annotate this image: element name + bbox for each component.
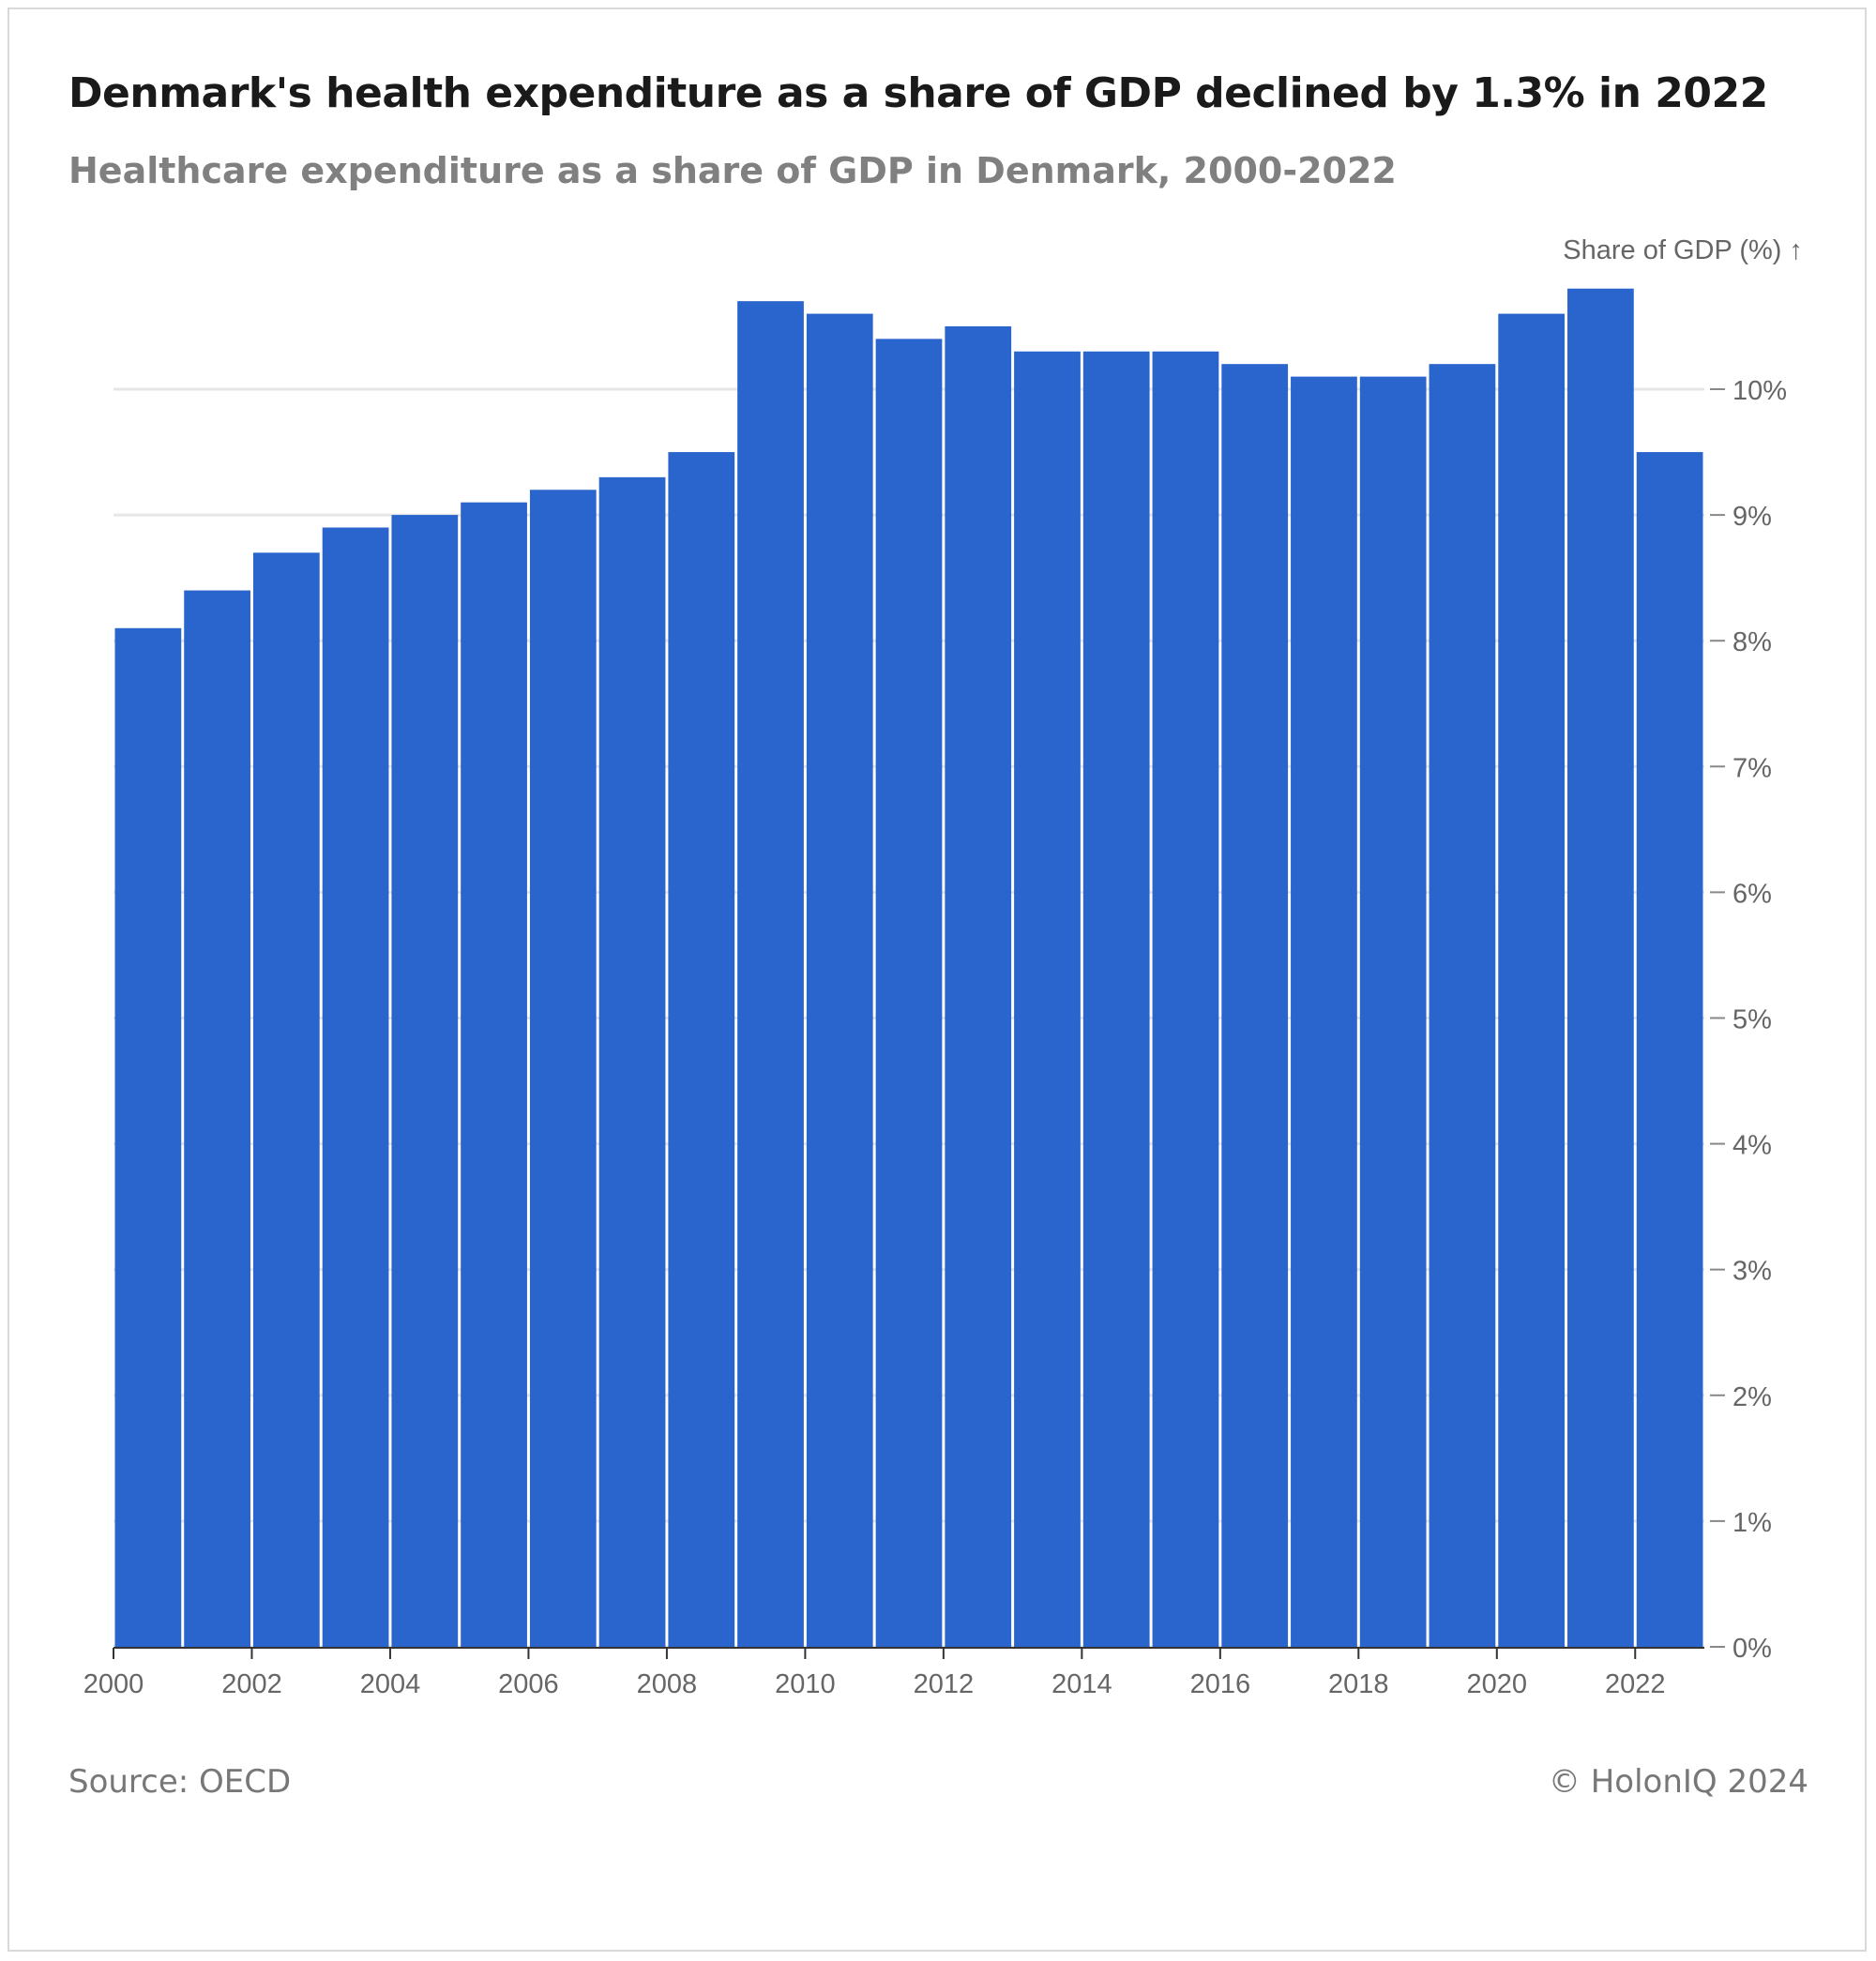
x-tick-label: 2000	[83, 1669, 144, 1699]
y-tick-label: 8%	[1732, 627, 1772, 657]
bars	[114, 288, 1703, 1648]
copyright-note: © HolonIQ 2024	[1548, 1763, 1808, 1801]
bar-2010	[806, 313, 873, 1647]
bar-2005	[461, 502, 527, 1648]
y-axis: 0% 1% 2% 3% 4% 5% 6% 7% 8% 9% 10%	[1710, 376, 1787, 1664]
bar-2004	[391, 515, 459, 1647]
x-tick-label: 2008	[637, 1669, 698, 1699]
bar-2015	[1152, 351, 1219, 1647]
chart-title: Denmark's health expenditure as a share …	[68, 69, 1768, 117]
y-tick-label: 7%	[1732, 753, 1772, 783]
x-tick-label: 2018	[1328, 1669, 1389, 1699]
x-axis: 2000 2002 2004 2006 2008 2010 2012 2014 2016 2018…	[83, 1647, 1704, 1699]
y-tick-label: 0%	[1732, 1634, 1772, 1664]
y-axis-label: Share of GDP (%) ↑	[1563, 235, 1803, 265]
x-tick-label: 2016	[1190, 1669, 1251, 1699]
y-tick-label: 2%	[1732, 1382, 1772, 1412]
y-tick-label: 9%	[1732, 502, 1772, 532]
y-tick-label: 5%	[1732, 1005, 1772, 1035]
x-tick-label: 2010	[775, 1669, 836, 1699]
bar-2013	[1014, 351, 1081, 1647]
bar-2001	[184, 590, 250, 1647]
x-tick-label: 2022	[1605, 1669, 1666, 1699]
bar-2014	[1082, 351, 1150, 1647]
bar-2006	[529, 490, 597, 1647]
y-tick-label: 1%	[1732, 1508, 1772, 1538]
bar-2021	[1567, 288, 1634, 1648]
y-tick-label: 4%	[1732, 1131, 1772, 1161]
y-tick-label: 10%	[1732, 376, 1787, 406]
bar-2007	[598, 476, 666, 1647]
source-note: Source: OECD	[68, 1763, 292, 1801]
chart-subtitle: Healthcare expenditure as a share of GDP…	[68, 150, 1397, 191]
bar-2012	[945, 325, 1012, 1648]
x-tick-label: 2006	[498, 1669, 559, 1699]
x-tick-label: 2014	[1051, 1669, 1112, 1699]
bar-2000	[114, 627, 182, 1647]
bar-2008	[668, 452, 735, 1647]
bar-2003	[322, 527, 389, 1647]
x-tick-label: 2020	[1467, 1669, 1528, 1699]
x-tick-label: 2012	[914, 1669, 975, 1699]
y-tick-label: 6%	[1732, 879, 1772, 909]
bar-2009	[737, 301, 804, 1647]
bar-2011	[875, 339, 943, 1647]
bar-2019	[1429, 364, 1496, 1648]
bar-2018	[1359, 376, 1427, 1648]
x-tick-label: 2004	[360, 1669, 421, 1699]
x-tick-label: 2002	[221, 1669, 282, 1699]
bar-2017	[1291, 376, 1357, 1648]
bar-2020	[1498, 313, 1566, 1647]
bar-2022	[1636, 452, 1703, 1647]
bar-2016	[1221, 364, 1289, 1648]
bar-2002	[252, 552, 320, 1647]
y-tick-label: 3%	[1732, 1257, 1772, 1287]
